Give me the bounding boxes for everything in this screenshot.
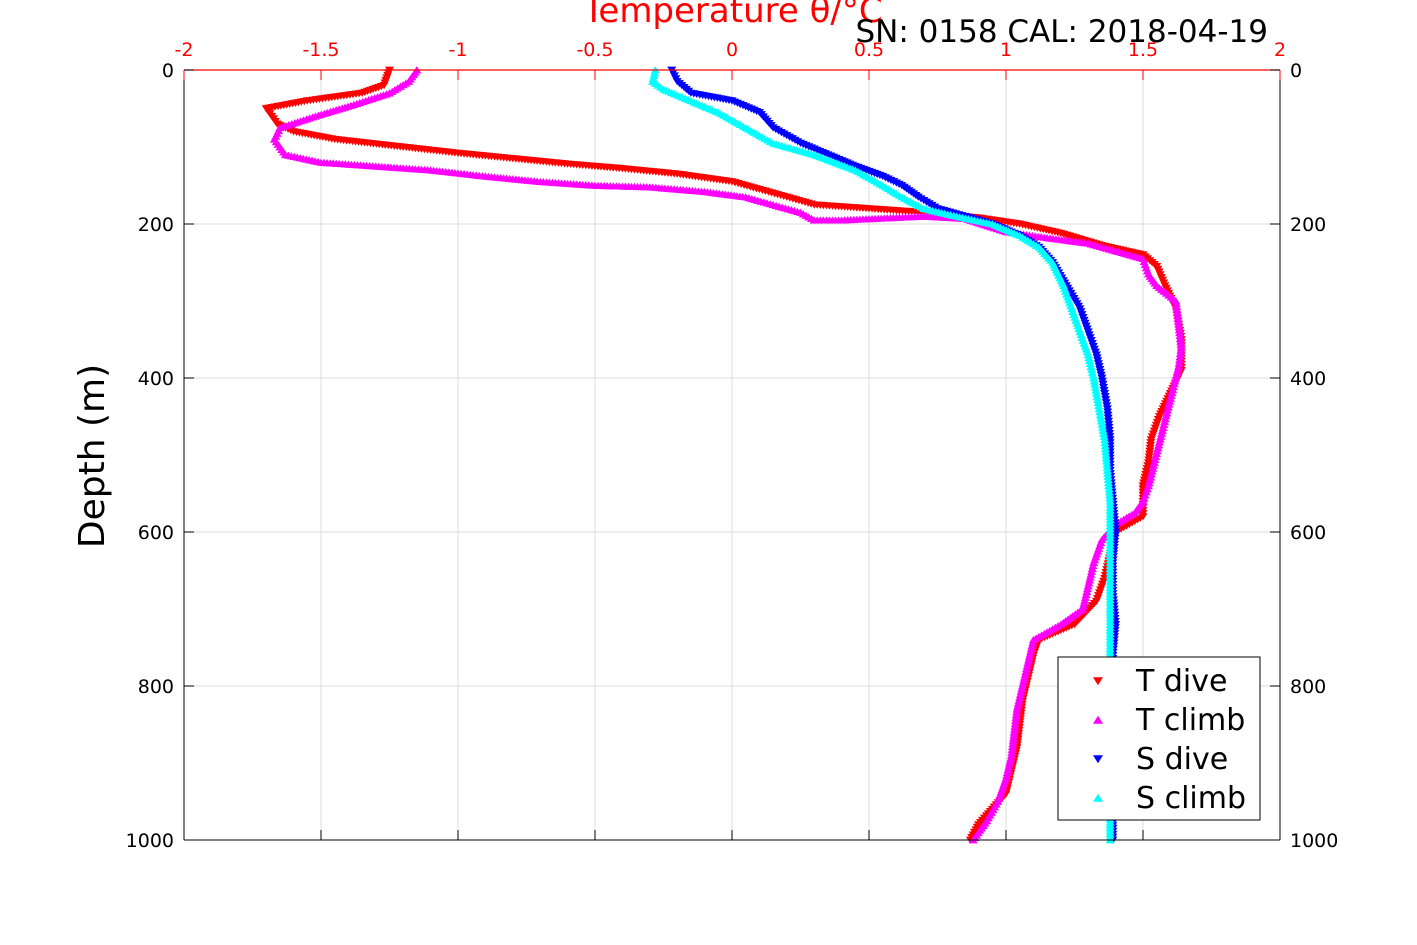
data-point <box>1176 343 1186 351</box>
y-tick-label: 600 <box>138 522 174 544</box>
data-point <box>1093 395 1103 403</box>
y-tick-label-right: 0 <box>1290 60 1302 82</box>
legend-marker <box>1093 715 1103 724</box>
x-tick-label: 0.5 <box>854 39 884 61</box>
axes <box>183 69 1281 841</box>
x-tick-label: -2 <box>175 39 194 61</box>
data-point <box>1175 353 1185 361</box>
y-tick-label: 400 <box>138 368 174 390</box>
data-point <box>1099 432 1109 440</box>
x-tick-label: 1.5 <box>1128 39 1158 61</box>
x-tick-label: 0 <box>726 39 738 61</box>
data-point <box>1175 356 1185 364</box>
data-point <box>1091 389 1101 397</box>
x-axis-label: Temperature θ/°C <box>582 0 882 31</box>
data-point <box>1096 417 1106 425</box>
data-point <box>1095 408 1105 416</box>
data-point <box>1093 398 1103 407</box>
y-tick-label: 200 <box>138 214 174 236</box>
data-point <box>1174 359 1184 367</box>
legend-label: T dive <box>1135 664 1227 699</box>
data-point <box>1090 380 1100 388</box>
y-tick-label-right: 1000 <box>1290 830 1338 852</box>
legend-marker <box>1093 755 1103 764</box>
legend-label: S climb <box>1136 781 1246 816</box>
x-tick-labels: -2 -1.5 -1 -0.5 0 0.5 1 1.5 2 <box>175 39 1287 61</box>
data-point <box>1092 392 1102 400</box>
y-axis-label: Depth (m) <box>72 364 113 548</box>
data-point <box>1175 349 1185 357</box>
data-point <box>1089 377 1099 385</box>
y-tick-label: 1000 <box>126 830 174 852</box>
x-tick-label: -1.5 <box>302 39 339 61</box>
data-point <box>1097 420 1107 428</box>
series-t-climb <box>269 66 1186 844</box>
x-tick-label: 1 <box>1000 39 1012 61</box>
y-tick-labels-left: 0 200 400 600 800 1000 <box>126 60 174 852</box>
y-tick-label-right: 800 <box>1290 676 1326 698</box>
data-point <box>1091 386 1101 394</box>
y-tick-labels-right: 0 200 400 600 800 1000 <box>1290 60 1338 852</box>
data-point <box>1089 374 1099 382</box>
data-point <box>1094 404 1104 413</box>
data-point <box>1098 426 1108 434</box>
y-tick-label-right: 200 <box>1290 214 1326 236</box>
legend-box <box>1057 656 1261 821</box>
y-tick-label-right: 600 <box>1290 522 1326 544</box>
data-point <box>1094 401 1104 410</box>
legend-label: T climb <box>1135 703 1245 738</box>
data-point <box>1099 429 1109 437</box>
x-tick-label: -0.5 <box>576 39 613 61</box>
y-tick-label: 800 <box>138 676 174 698</box>
x-tick-label: -1 <box>449 39 468 61</box>
legend-label: S dive <box>1136 742 1228 777</box>
data-point <box>1095 411 1105 419</box>
chart-title: SN: 0158 CAL: 2018-04-19 <box>856 14 1269 50</box>
legend-marker <box>1093 793 1103 802</box>
data-point <box>1096 414 1106 422</box>
y-tick-label-right: 400 <box>1290 368 1326 390</box>
data-point <box>1090 383 1100 391</box>
legend-marker <box>1093 677 1103 686</box>
legend: T dive T climb S dive S climb <box>1057 656 1261 821</box>
data-point <box>1097 423 1107 431</box>
data-point <box>1176 346 1186 354</box>
x-tick-label: 2 <box>1274 39 1286 61</box>
y-tick-label: 0 <box>162 60 174 82</box>
